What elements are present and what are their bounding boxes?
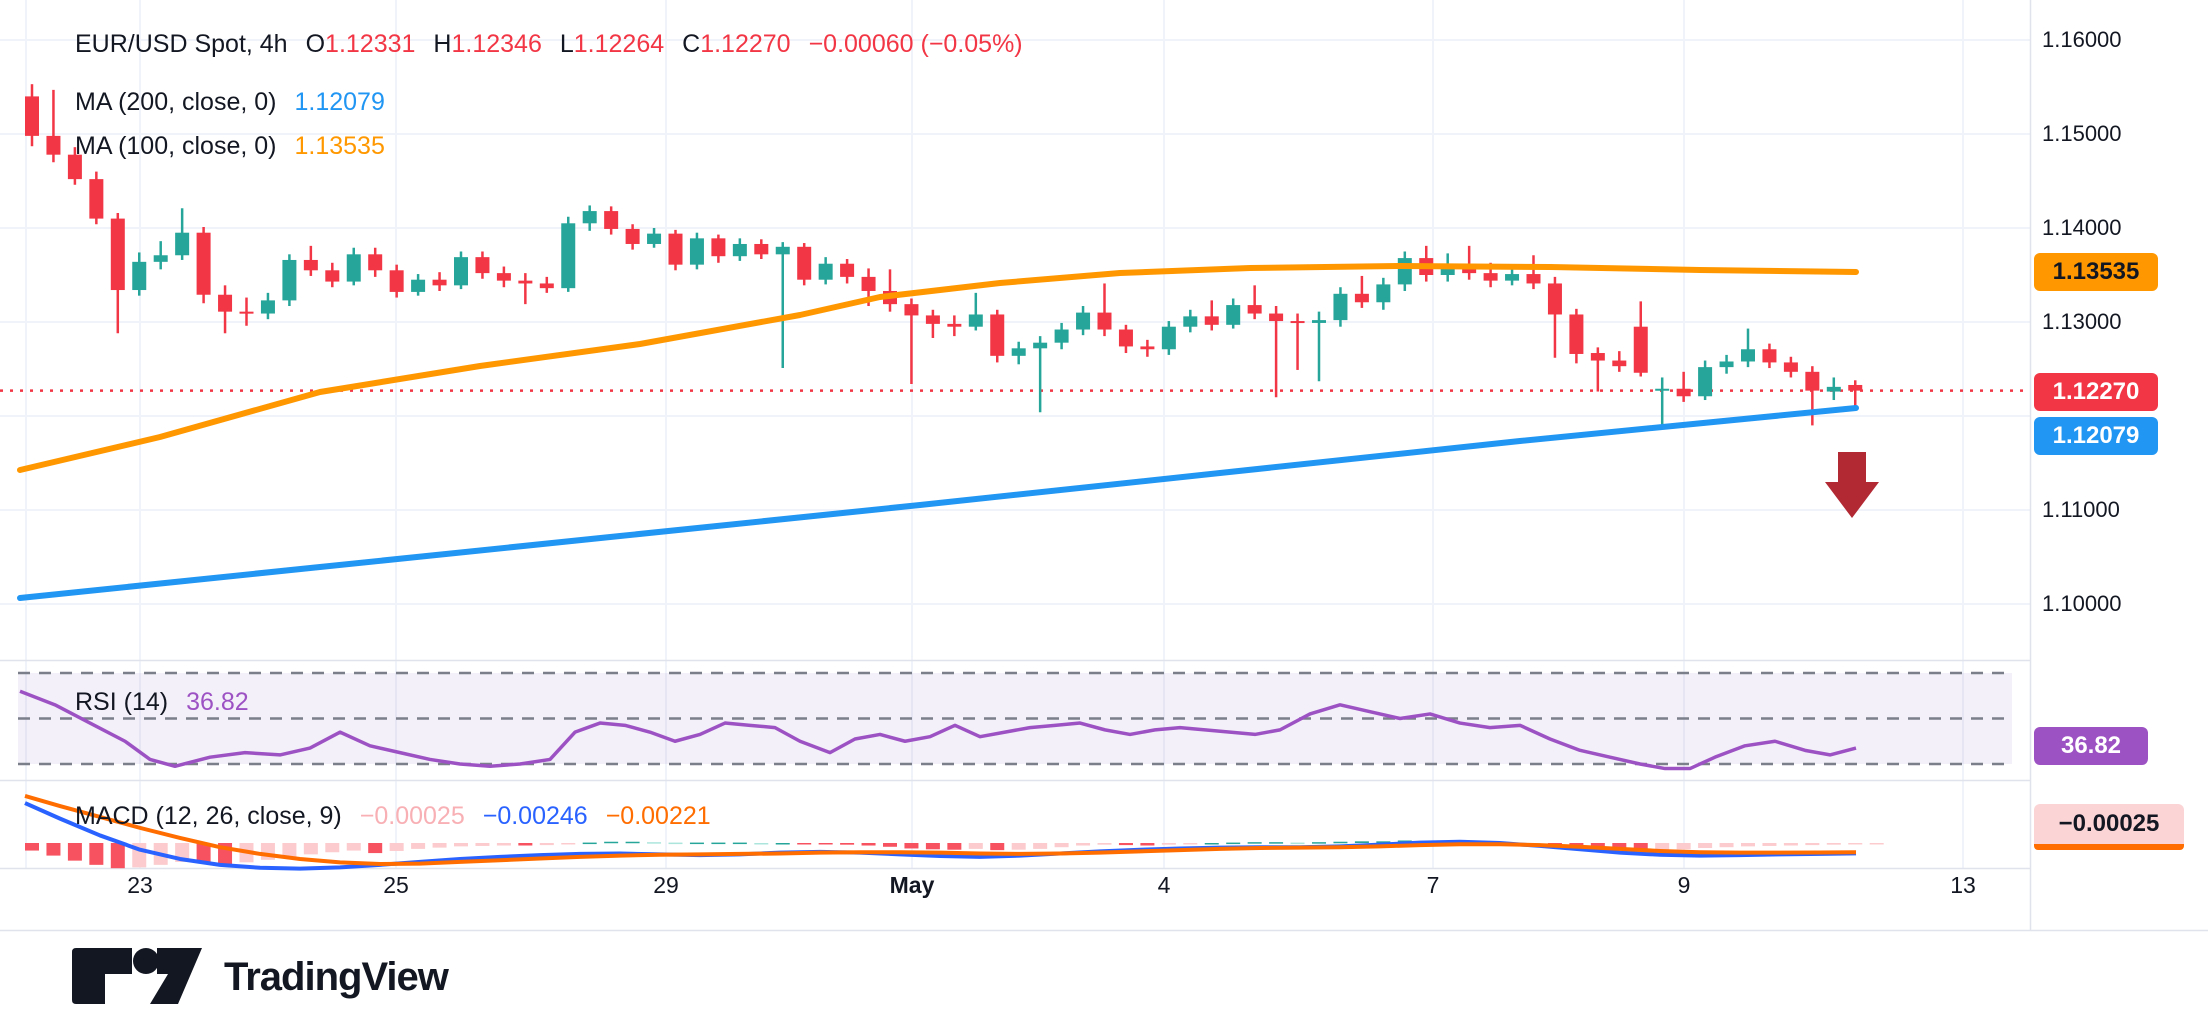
ma100-axis-badge: 1.13535 [2034,253,2158,291]
price-axis-label: 1.15000 [2042,121,2122,146]
time-axis-label: 4 [1157,872,1171,898]
macd-label: MACD (12, 26, close, 9) [75,802,342,830]
macd-axis-badge: −0.00025 [2034,804,2184,850]
macd-signal-value: −0.00221 [605,802,711,830]
time-axis-label: 23 [127,872,153,898]
rsi-line [19,689,1857,771]
price-axis-label: 1.16000 [2042,27,2122,52]
ma200-legend-row[interactable]: MA (200, close, 0) 1.12079 [75,88,385,117]
symbol-legend: EUR/USD Spot, 4h O 1.12331 H 1.12346 L 1.12… [75,30,1023,59]
down-arrow-annotation [1825,452,1879,518]
low-value: L 1.12264 [559,30,665,58]
ma200-value: 1.12079 [294,88,385,116]
symbol-title-row[interactable]: EUR/USD Spot, 4h O 1.12331 H 1.12346 L 1.12… [75,30,1023,59]
tradingview-logo-icon [72,948,202,1004]
price-axis-label: 1.10000 [2042,591,2122,616]
tradingview-logo-text: TradingView [224,954,449,999]
time-axis-label: 29 [653,872,679,898]
rsi-band [18,671,2012,766]
rsi-legend-row[interactable]: RSI (14) 36.82 [75,688,249,717]
ma100-line [17,263,1859,473]
macd-legend-row[interactable]: MACD (12, 26, close, 9) −0.00025 −0.0024… [75,802,711,831]
candles-series [25,84,1863,427]
macd-line-value: −0.00246 [482,802,588,830]
time-axis-label: May [889,872,935,898]
close-value: C 1.12270 [682,30,791,58]
time-axis-label: 9 [1677,872,1691,898]
rsi-axis-badge: 36.82 [2034,727,2148,765]
ma100-legend-row[interactable]: MA (100, close, 0) 1.13535 [75,132,385,161]
time-axis-label: 25 [383,872,409,898]
price-axis-label: 1.11000 [2042,497,2120,522]
price-axis-label: 1.13000 [2042,309,2122,334]
ma200-label: MA (200, close, 0) [75,88,277,116]
ma100-label: MA (100, close, 0) [75,132,277,160]
time-axis-label: 7 [1426,872,1440,898]
grid-lines [0,0,2030,868]
high-value: H 1.12346 [433,30,542,58]
macd-hist-value: −0.00025 [359,802,465,830]
symbol-title: EUR/USD Spot, 4h [75,30,288,58]
price-axis-label: 1.14000 [2042,215,2122,240]
ma200-axis-badge: 1.12079 [2034,417,2158,455]
rsi-value: 36.82 [186,688,249,716]
ma200-line [17,405,1859,601]
change-value: −0.00060 (−0.05%) [808,30,1023,58]
time-axis-label: 13 [1950,872,1976,898]
macd-signal-line [24,794,1857,866]
rsi-label: RSI (14) [75,688,169,716]
last-price-axis-badge: 1.12270 [2034,373,2158,411]
ma100-value: 1.13535 [294,132,385,160]
tradingview-branding[interactable]: TradingView [72,948,449,1006]
open-value: O 1.12331 [305,30,416,58]
